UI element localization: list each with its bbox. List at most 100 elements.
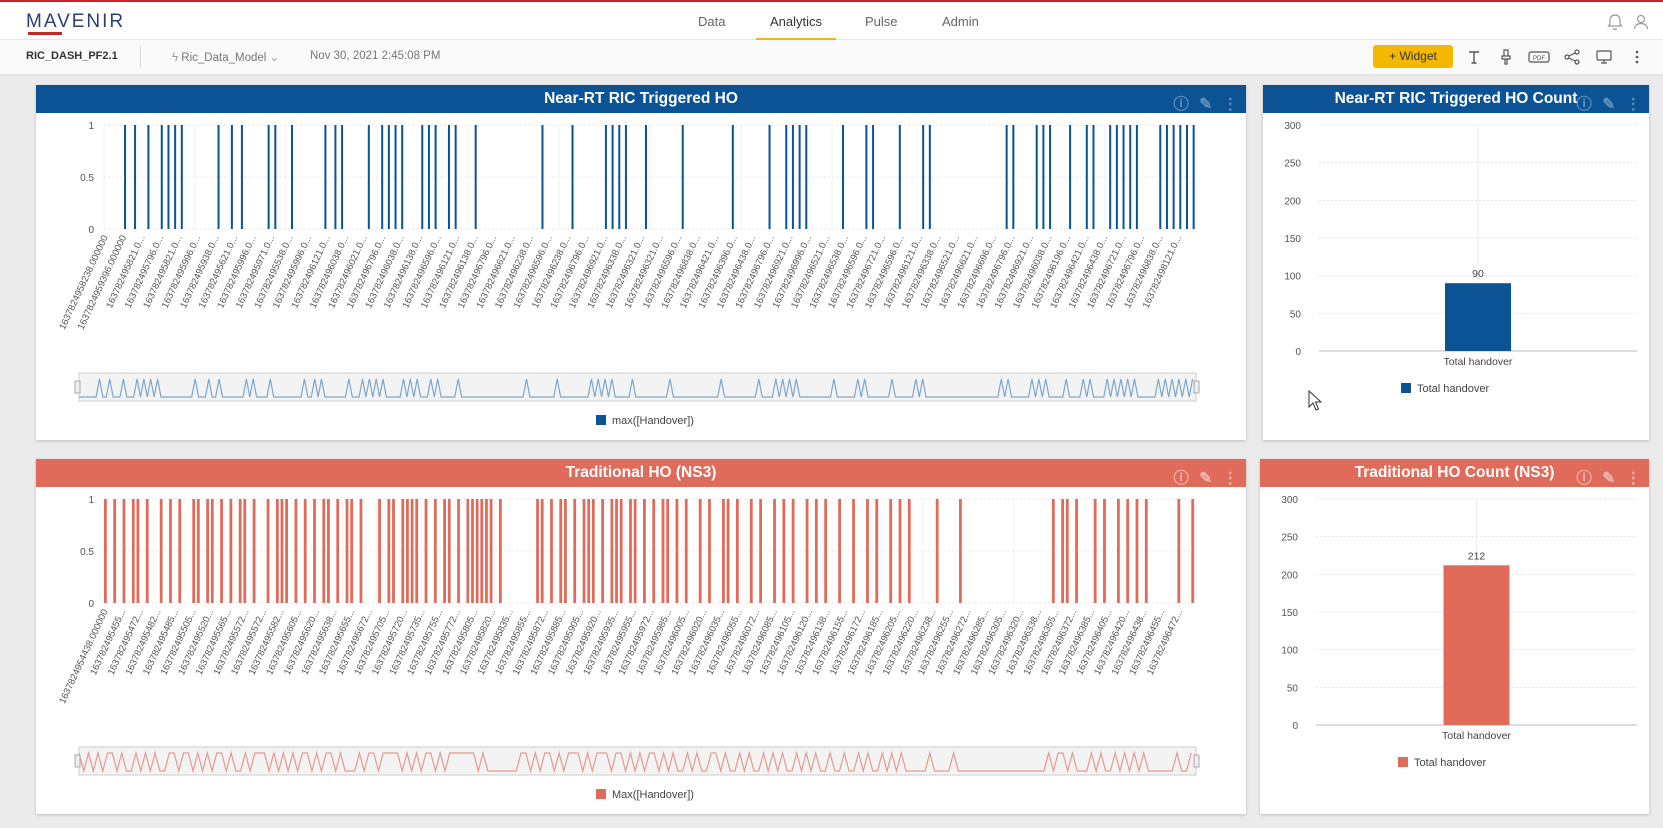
handover-bar bbox=[336, 499, 340, 603]
present-icon[interactable] bbox=[1595, 48, 1613, 66]
handover-bar bbox=[136, 499, 140, 603]
handover-bar bbox=[618, 125, 621, 229]
handover-bar bbox=[457, 499, 460, 603]
brush-icon[interactable] bbox=[1497, 48, 1515, 66]
edit-icon[interactable]: ✎ bbox=[1199, 96, 1213, 113]
near-rt-ho-count-chart[interactable]: 300 250 200 150 100 50 0 90 Total handover Total … bbox=[1263, 113, 1649, 440]
handover-bar bbox=[629, 499, 632, 603]
handover-bar bbox=[898, 499, 902, 603]
panel-actions: ⓘ ✎ ⋮ bbox=[1570, 91, 1641, 113]
handover-bar bbox=[210, 499, 214, 603]
panel-header: Traditional HO (NS3) ⓘ ✎ ⋮ bbox=[36, 459, 1246, 487]
handover-bar bbox=[341, 125, 344, 229]
pdf-icon[interactable]: PDF bbox=[1528, 48, 1550, 66]
main-nav: Data Analytics Pulse Admin bbox=[0, 2, 1663, 42]
info-icon[interactable]: ⓘ bbox=[1576, 470, 1592, 487]
nav-admin[interactable]: Admin bbox=[942, 14, 979, 29]
handover-bar bbox=[485, 499, 488, 603]
handover-bar bbox=[313, 499, 316, 603]
bell-icon[interactable] bbox=[1606, 13, 1624, 31]
traditional-ho-panel: Traditional HO (NS3) ⓘ ✎ ⋮ 1 0.5 0 16378249… bbox=[36, 459, 1246, 814]
edit-icon[interactable]: ✎ bbox=[1602, 470, 1616, 487]
handover-bar bbox=[240, 125, 243, 229]
handover-bar bbox=[447, 125, 450, 229]
handover-bar bbox=[180, 125, 183, 229]
handover-bar bbox=[708, 499, 711, 603]
edit-icon[interactable]: ✎ bbox=[1199, 470, 1213, 487]
handover-bar bbox=[167, 125, 170, 229]
count-bar bbox=[1445, 283, 1511, 351]
handover-bar bbox=[587, 499, 591, 603]
handover-bar bbox=[178, 499, 182, 603]
share-icon[interactable] bbox=[1563, 48, 1581, 66]
y-tick-label: 0 bbox=[1292, 721, 1298, 732]
y-tick-label: 0.5 bbox=[80, 547, 94, 558]
toolbar-divider bbox=[140, 46, 141, 68]
handover-bar bbox=[378, 499, 381, 603]
panel-actions: ⓘ ✎ ⋮ bbox=[1167, 465, 1238, 487]
menu-icon[interactable]: ⋮ bbox=[1222, 470, 1239, 487]
handover-bar bbox=[644, 125, 647, 229]
bar-value-label: 212 bbox=[1468, 550, 1486, 562]
legend-swatch bbox=[1398, 757, 1408, 767]
handover-bar bbox=[633, 499, 637, 603]
handover-bar bbox=[1085, 125, 1088, 229]
more-icon[interactable] bbox=[1628, 48, 1646, 66]
panel-title: Traditional HO (NS3) bbox=[565, 464, 717, 481]
menu-icon[interactable]: ⋮ bbox=[1625, 96, 1642, 113]
traditional-ho-count-panel: Traditional HO Count (NS3) ⓘ ✎ ⋮ 300 250 2… bbox=[1260, 459, 1649, 814]
nav-data[interactable]: Data bbox=[698, 14, 726, 29]
handover-bar bbox=[959, 499, 962, 603]
handover-bar bbox=[749, 499, 753, 603]
handover-bar bbox=[160, 125, 163, 229]
handover-bar bbox=[474, 125, 477, 229]
handover-bar bbox=[443, 499, 447, 603]
y-tick-label: 300 bbox=[1281, 495, 1298, 506]
dashboard-name[interactable]: RIC_DASH_PF2.1 bbox=[26, 50, 118, 62]
data-model-select[interactable]: ϟ Ric_Data_Model ⌄ bbox=[172, 50, 279, 64]
near-rt-ho-panel: Near-RT RIC Triggered HO ⓘ ✎ ⋮ 1 0.5 0 1637… bbox=[36, 85, 1246, 440]
plus-icon: + bbox=[1389, 49, 1400, 63]
info-icon[interactable]: ⓘ bbox=[1173, 470, 1189, 487]
nav-pulse[interactable]: Pulse bbox=[865, 14, 898, 29]
handover-bar bbox=[550, 499, 553, 603]
bar-value-label: 90 bbox=[1472, 268, 1484, 280]
handover-bar bbox=[643, 499, 646, 603]
handover-bar bbox=[726, 499, 730, 603]
handover-bar bbox=[466, 499, 470, 603]
edit-icon[interactable]: ✎ bbox=[1602, 96, 1616, 113]
handover-bar bbox=[387, 499, 391, 603]
user-icon[interactable] bbox=[1632, 13, 1650, 31]
handover-bar bbox=[394, 125, 397, 229]
traditional-ho-count-chart[interactable]: 300 250 200 150 100 50 0 212 Total handover Total… bbox=[1260, 487, 1649, 814]
handover-bar bbox=[1115, 125, 1118, 229]
handover-bar bbox=[1159, 125, 1162, 229]
handover-bar bbox=[196, 499, 200, 603]
handover-bar bbox=[541, 125, 544, 229]
text-icon[interactable] bbox=[1465, 48, 1483, 66]
handover-bar bbox=[447, 499, 451, 603]
menu-icon[interactable]: ⋮ bbox=[1625, 470, 1642, 487]
panel-title: Traditional HO Count (NS3) bbox=[1354, 464, 1555, 481]
handover-bar bbox=[406, 499, 409, 603]
navigator-handle-left bbox=[74, 380, 81, 394]
nav-analytics[interactable]: Analytics bbox=[770, 14, 823, 29]
handover-bar bbox=[367, 125, 370, 229]
add-widget-button[interactable]: + Widget bbox=[1373, 45, 1453, 68]
near-rt-ho-chart[interactable]: 10.501637824958238.0000001637824959396.0… bbox=[36, 113, 1246, 440]
mavenir-logo[interactable]: MAVENIR bbox=[26, 11, 126, 32]
handover-bar bbox=[1065, 499, 1069, 603]
info-icon[interactable]: ⓘ bbox=[1173, 96, 1189, 113]
active-tab-indicator bbox=[756, 38, 836, 41]
handover-bar bbox=[731, 125, 734, 229]
handover-bar bbox=[401, 125, 404, 229]
traditional-ho-chart[interactable]: 10.501637824954438.000000163782495455...… bbox=[36, 487, 1246, 814]
panel-header: Traditional HO Count (NS3) ⓘ ✎ ⋮ bbox=[1260, 459, 1649, 487]
y-tick-label: 150 bbox=[1284, 234, 1301, 245]
y-tick-label: 0 bbox=[88, 599, 94, 610]
handover-bar bbox=[681, 125, 684, 229]
menu-icon[interactable]: ⋮ bbox=[1222, 96, 1239, 113]
handover-bar bbox=[842, 125, 845, 229]
info-icon[interactable]: ⓘ bbox=[1576, 96, 1592, 113]
handover-bar bbox=[134, 125, 137, 229]
